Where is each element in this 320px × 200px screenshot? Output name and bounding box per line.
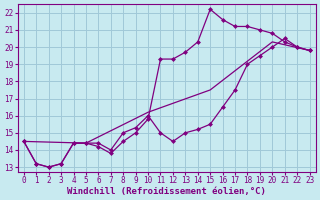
X-axis label: Windchill (Refroidissement éolien,°C): Windchill (Refroidissement éolien,°C) <box>67 187 266 196</box>
